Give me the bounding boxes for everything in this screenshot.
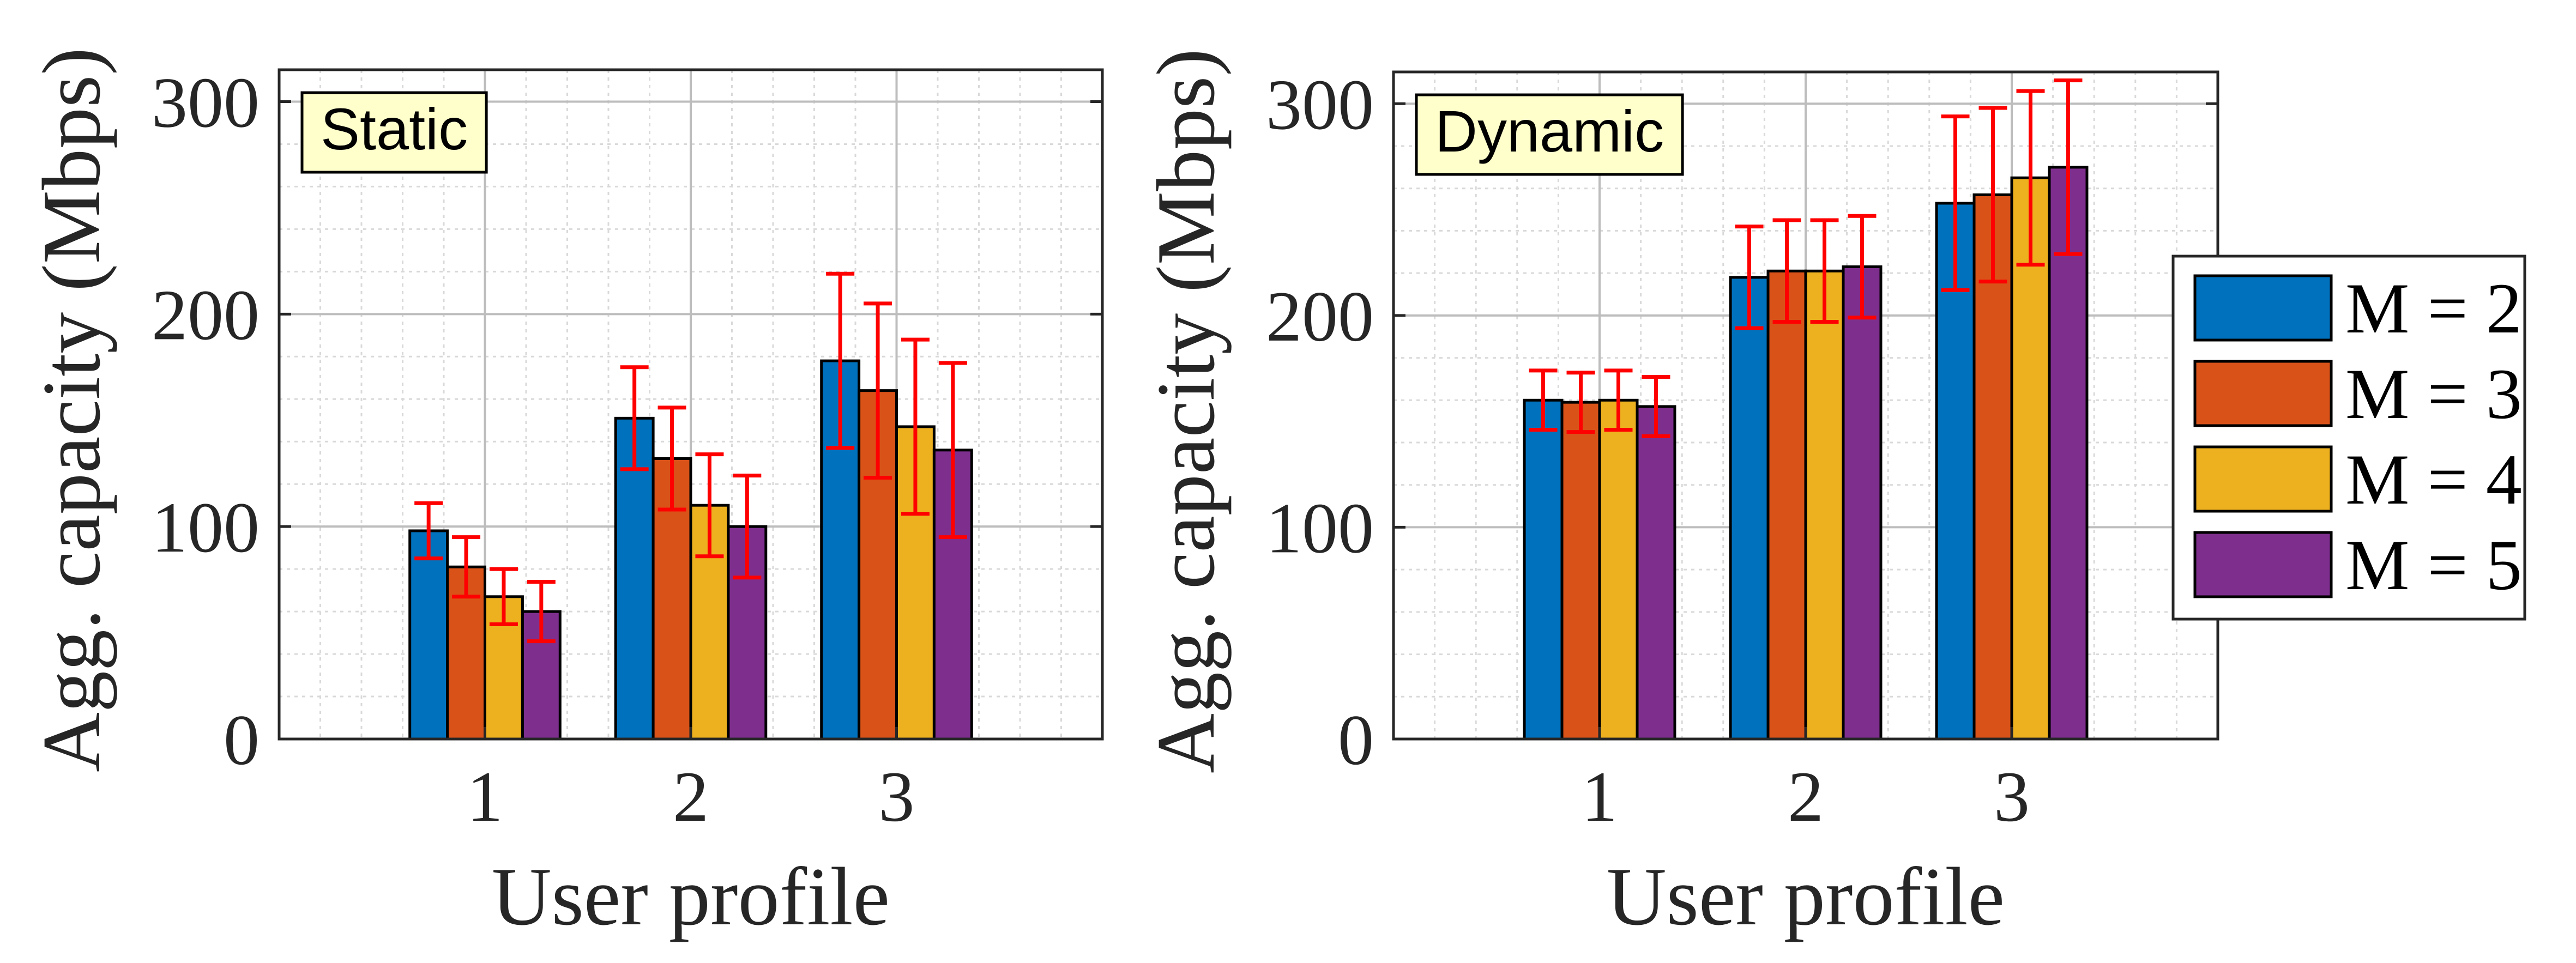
error-bar <box>1566 371 1595 434</box>
y-axis-title: Agg. capacity (Mbps) <box>26 47 117 772</box>
chart-panel-2: 0 100 200 300 1 2 3 User profile Agg. capacity (… <box>1140 49 2219 942</box>
legend-swatch <box>2193 360 2333 427</box>
y-tick-label: 0 <box>1338 700 1374 780</box>
legend-label: M = 3 <box>2345 354 2522 434</box>
error-bar <box>414 501 443 561</box>
x-tick-label: 1 <box>1582 756 1618 837</box>
chart-panel-1: 0 100 200 300 1 2 3 User profile Agg. capacity (… <box>26 47 1104 942</box>
y-tick-label: 300 <box>152 62 260 142</box>
legend-item: M = 5 <box>2193 525 2522 605</box>
y-tick-label: 200 <box>1266 276 1374 356</box>
error-bar <box>1772 218 1801 324</box>
error-bar <box>1848 214 1877 320</box>
bar <box>1523 398 1564 741</box>
legend-label: M = 5 <box>2345 525 2522 605</box>
bar <box>614 416 655 741</box>
error-bar <box>1978 106 2007 284</box>
error-bars-series-2 <box>452 301 892 599</box>
bar <box>1636 405 1676 741</box>
svg-text:Dynamic: Dynamic <box>1435 98 1664 164</box>
svg-text:Static: Static <box>321 96 468 162</box>
y-axis-title: Agg. capacity (Mbps) <box>1140 49 1232 773</box>
series-3 <box>1598 176 2051 741</box>
series-4 <box>1636 166 2089 741</box>
error-bar <box>938 361 967 540</box>
error-bar <box>527 580 556 644</box>
error-bar <box>826 271 855 450</box>
legend-item: M = 3 <box>2193 354 2522 434</box>
x-tick-label: 1 <box>467 756 503 837</box>
error-bar <box>1642 375 1670 438</box>
error-bar <box>489 567 518 626</box>
error-bars-series-3 <box>1604 89 2045 432</box>
bar <box>408 529 449 741</box>
error-bar <box>1604 368 1633 432</box>
error-bar <box>733 474 762 580</box>
error-bars-series-3 <box>489 337 930 626</box>
x-tick-label: 2 <box>673 756 709 837</box>
error-bars-series-1 <box>1529 114 1970 432</box>
error-bar <box>657 405 686 512</box>
legend-swatch <box>2193 445 2333 513</box>
y-tick-label: 0 <box>224 700 260 780</box>
error-bars-series-1 <box>414 271 855 561</box>
error-bar <box>2016 89 2045 267</box>
x-tick-label: 3 <box>879 756 915 837</box>
error-bar <box>1735 225 1764 330</box>
legend-label: M = 4 <box>2345 439 2522 519</box>
series-1 <box>1523 202 1976 741</box>
error-bar <box>1810 218 1839 324</box>
panel-annotation: Static <box>300 91 488 174</box>
error-bar <box>864 301 892 480</box>
legend: M = 2M = 3M = 4M = 5 <box>2171 255 2526 621</box>
x-axis-title: User profile <box>1607 851 2005 942</box>
x-tick-label: 3 <box>1994 756 2030 837</box>
legend-label: M = 2 <box>2345 268 2522 348</box>
y-tick-label: 300 <box>1266 64 1374 144</box>
error-bar <box>901 337 930 516</box>
legend-swatch <box>2193 531 2333 598</box>
error-bar <box>2054 78 2083 256</box>
error-bar <box>695 452 724 559</box>
legend-item: M = 2 <box>2193 268 2522 348</box>
y-tick-label: 200 <box>152 275 260 355</box>
error-bars-series-4 <box>527 361 967 644</box>
x-axis-title: User profile <box>492 851 890 942</box>
series-4 <box>521 449 973 741</box>
error-bar <box>1529 368 1558 432</box>
bar <box>1766 269 1807 741</box>
panel-annotation: Dynamic <box>1415 93 1684 176</box>
legend-item: M = 4 <box>2193 439 2522 519</box>
error-bar <box>1941 114 1970 292</box>
bar <box>1842 265 1883 741</box>
error-bar <box>620 365 649 471</box>
error-bars-series-2 <box>1566 106 2007 434</box>
bar <box>1804 269 1845 741</box>
legend-swatch <box>2193 274 2333 342</box>
error-bar <box>452 535 481 599</box>
error-bars-series-4 <box>1642 78 2083 438</box>
y-tick-label: 100 <box>152 487 260 567</box>
bar <box>1598 398 1639 741</box>
y-tick-label: 100 <box>1266 488 1374 568</box>
bar <box>1560 401 1601 741</box>
bar <box>1729 276 1770 741</box>
x-tick-label: 2 <box>1788 756 1824 837</box>
